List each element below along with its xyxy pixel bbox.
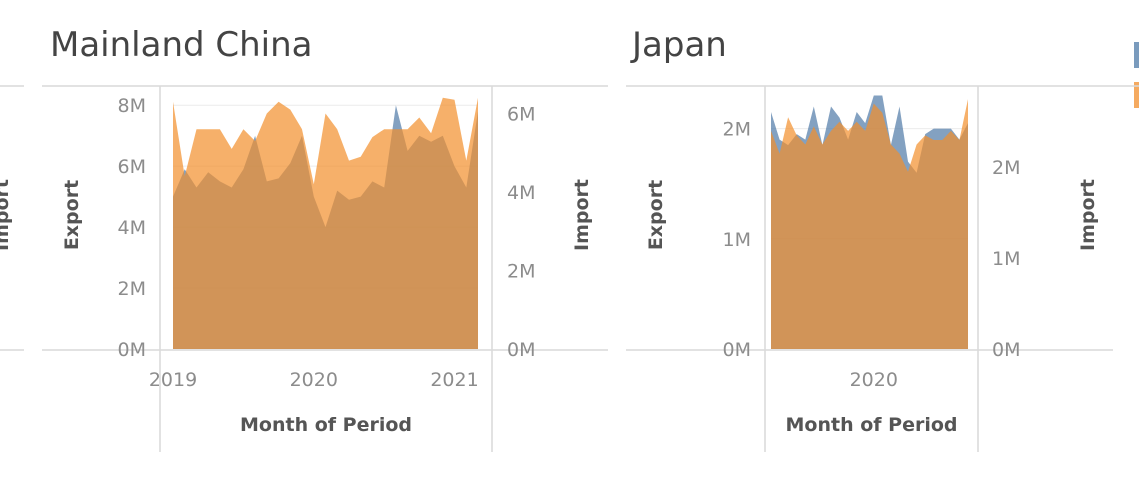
x-tick-label: 2021	[430, 369, 478, 391]
series-area-import	[173, 97, 478, 349]
y-tick-label: 4M	[118, 217, 146, 239]
x-tick-label: 2020	[290, 369, 338, 391]
y2-axis-title: Import	[1077, 179, 1099, 251]
y2-tick-label: 1M	[992, 248, 1020, 270]
x-axis-title: Month of Period	[240, 414, 412, 436]
y-tick-label: 0M	[723, 339, 751, 361]
y-tick-label: 2M	[723, 119, 751, 141]
legend-swatch	[1134, 82, 1139, 108]
y-tick-label: 8M	[118, 95, 146, 117]
x-tick-label: 2019	[149, 369, 197, 391]
y2-tick-label: 0M	[507, 339, 535, 361]
fragment-y2-axis-title: Import	[0, 179, 13, 251]
y2-axis-title: Import	[571, 179, 593, 251]
x-axis-title: Month of Period	[786, 414, 958, 436]
plot-area	[771, 95, 968, 349]
chart-panel-1: Mainland China 0M 2M 4M 6M 8M 0M 2M 4M 6M 2019 2020…	[42, 25, 608, 452]
series-area-import	[771, 99, 968, 349]
y2-tick-label: 2M	[507, 261, 535, 283]
y-axis-title: Export	[61, 180, 83, 250]
chart-title: Mainland China	[50, 25, 313, 65]
x-tick-label: 2020	[850, 369, 898, 391]
y-axis-title: Export	[645, 180, 667, 250]
y-tick-label: 1M	[723, 229, 751, 251]
chart-panel-2: Japan 0M 1M 2M 0M 1M 2M 2020 Export Import Month o…	[626, 25, 1113, 452]
y2-tick-label: 0M	[992, 339, 1020, 361]
chart-title: Japan	[630, 25, 727, 65]
y2-tick-label: 2M	[992, 157, 1020, 179]
legend-swatch	[1134, 42, 1139, 68]
plot-area	[173, 97, 478, 349]
y-tick-label: 0M	[118, 339, 146, 361]
y2-tick-label: 4M	[507, 182, 535, 204]
y-tick-label: 6M	[118, 156, 146, 178]
y2-tick-label: 6M	[507, 104, 535, 126]
y-tick-label: 2M	[118, 278, 146, 300]
